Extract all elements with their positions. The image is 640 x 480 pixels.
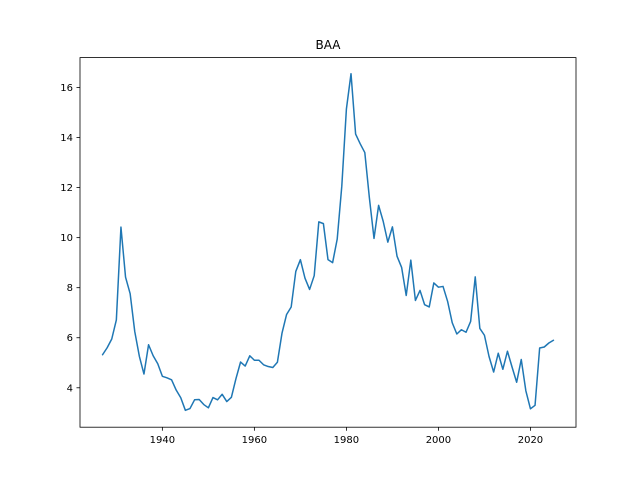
y-tick-label: 14 <box>60 133 73 144</box>
y-tick-label: 6 <box>67 333 73 344</box>
plot-frame <box>79 57 577 428</box>
chart-title: BAA <box>316 38 342 52</box>
x-tick-label: 2000 <box>426 435 451 446</box>
series-line-baa <box>101 72 555 412</box>
y-tick-label: 4 <box>67 383 73 394</box>
y-tick-label: 16 <box>60 83 73 94</box>
plot-area: 1940 1960 1980 2000 2020 4 6 8 10 12 14 16 <box>60 57 577 446</box>
y-tick-label: 8 <box>67 283 73 294</box>
x-tick-label: 2020 <box>518 435 543 446</box>
y-axis: 4 6 8 10 12 14 16 <box>60 83 80 394</box>
x-tick-label: 1980 <box>334 435 359 446</box>
x-tick-label: 1960 <box>242 435 267 446</box>
y-tick-label: 12 <box>60 183 73 194</box>
x-axis: 1940 1960 1980 2000 2020 <box>150 427 543 446</box>
y-tick-label: 10 <box>60 233 73 244</box>
x-tick-label: 1940 <box>150 435 175 446</box>
